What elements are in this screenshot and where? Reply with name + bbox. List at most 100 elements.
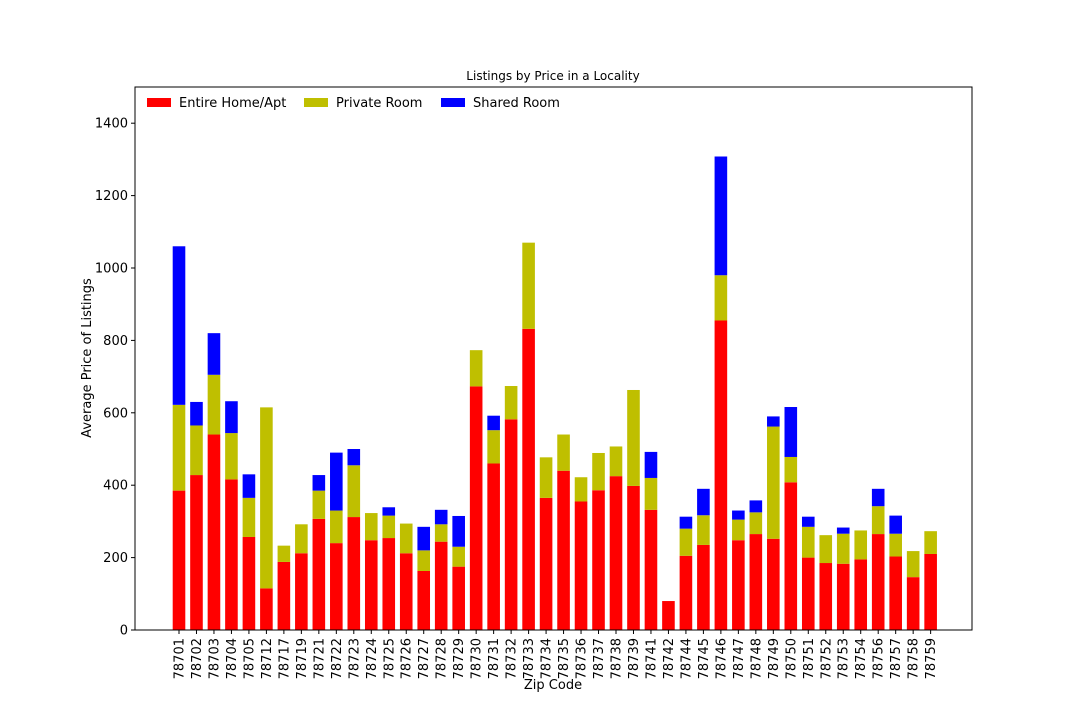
legend-swatch-2 bbox=[441, 98, 465, 107]
bar-78731-series-2 bbox=[487, 415, 500, 431]
bar-78723-series-2 bbox=[347, 449, 361, 466]
bar-78732-series-1 bbox=[504, 386, 518, 420]
bar-78739-series-0 bbox=[627, 485, 640, 630]
bar-78712-series-1 bbox=[260, 407, 273, 589]
x-tick-label: 78703 bbox=[207, 638, 222, 679]
x-tick-label: 78757 bbox=[889, 638, 904, 679]
x-tick-label: 78745 bbox=[697, 638, 712, 679]
x-tick-label: 78739 bbox=[627, 638, 642, 679]
x-tick-label: 78756 bbox=[872, 638, 887, 679]
bar-78728-series-2 bbox=[434, 509, 448, 525]
bar-78748-series-2 bbox=[749, 500, 763, 513]
bar-78744-series-2 bbox=[679, 516, 693, 529]
x-axis-label: Zip Code bbox=[524, 678, 582, 693]
bar-78748-series-1 bbox=[749, 512, 763, 535]
bar-78727-series-0 bbox=[417, 570, 431, 630]
bar-78758-series-1 bbox=[906, 551, 920, 578]
bar-78751-series-2 bbox=[801, 516, 815, 527]
legend: Entire Home/Apt Private Room Shared Room bbox=[147, 96, 560, 111]
bar-78724-series-1 bbox=[364, 513, 378, 541]
y-tick-label: 1000 bbox=[95, 262, 128, 277]
x-tick-label: 78741 bbox=[644, 638, 659, 679]
x-tick-label: 78736 bbox=[575, 638, 590, 679]
bar-78731-series-0 bbox=[487, 463, 500, 630]
x-tick-label: 78712 bbox=[260, 638, 275, 679]
x-tick-label: 78748 bbox=[749, 638, 764, 679]
x-tick-label: 78719 bbox=[295, 638, 310, 679]
x-tick-label: 78735 bbox=[557, 638, 572, 679]
bar-78728-series-0 bbox=[434, 541, 448, 630]
bar-78745-series-0 bbox=[697, 544, 710, 630]
x-tick-label: 78738 bbox=[610, 638, 625, 679]
bar-78717-series-1 bbox=[277, 545, 291, 562]
x-tick-label: 78722 bbox=[330, 638, 345, 679]
x-tick-label: 78728 bbox=[435, 638, 450, 679]
bar-78704-series-0 bbox=[225, 479, 238, 630]
bar-78751-series-1 bbox=[801, 526, 815, 558]
bar-78737-series-0 bbox=[592, 490, 605, 630]
bar-78702-series-1 bbox=[190, 425, 203, 476]
bar-78753-series-2 bbox=[836, 527, 850, 534]
bar-78757-series-1 bbox=[889, 533, 902, 557]
y-tick-label: 1200 bbox=[95, 189, 128, 204]
bar-78719-series-1 bbox=[295, 524, 308, 554]
x-axis: 78701 78702 78703 78704 78705 78712 78717 78719… bbox=[173, 630, 939, 679]
bar-78730-series-0 bbox=[469, 386, 483, 630]
y-tick-label: 400 bbox=[103, 479, 128, 494]
bar-78758-series-0 bbox=[906, 577, 920, 630]
legend-label-2: Shared Room bbox=[473, 96, 560, 111]
bar-78704-series-2 bbox=[225, 401, 238, 434]
x-tick-label: 78758 bbox=[907, 638, 922, 679]
x-tick-label: 78754 bbox=[854, 638, 869, 679]
x-tick-label: 78749 bbox=[767, 638, 782, 679]
bar-78727-series-1 bbox=[417, 550, 431, 571]
bar-78719-series-0 bbox=[295, 553, 308, 630]
bar-78750-series-0 bbox=[784, 482, 798, 630]
x-tick-label: 78726 bbox=[400, 638, 415, 679]
bar-78721-series-1 bbox=[312, 490, 326, 519]
bar-78741-series-0 bbox=[644, 509, 658, 630]
bar-78701-series-1 bbox=[172, 404, 186, 491]
x-tick-label: 78704 bbox=[225, 638, 240, 679]
x-tick-label: 78751 bbox=[802, 638, 817, 679]
x-tick-label: 78727 bbox=[417, 638, 432, 679]
bar-78729-series-2 bbox=[452, 515, 465, 547]
bar-78753-series-0 bbox=[836, 563, 850, 630]
bar-78723-series-0 bbox=[347, 517, 361, 630]
bar-78750-series-2 bbox=[784, 407, 798, 457]
bar-78725-series-2 bbox=[382, 507, 396, 516]
bar-78727-series-2 bbox=[417, 526, 431, 551]
x-tick-label: 78731 bbox=[487, 638, 502, 679]
bar-78733-series-1 bbox=[522, 242, 535, 329]
bar-78703-series-0 bbox=[207, 434, 221, 630]
legend-swatch-1 bbox=[304, 98, 328, 107]
y-axis: 0 200 400 600 800 1000 1200 1400 bbox=[95, 117, 135, 639]
bar-78748-series-0 bbox=[749, 534, 763, 630]
x-tick-label: 78747 bbox=[732, 638, 747, 679]
bar-78759-series-1 bbox=[924, 531, 937, 554]
bar-78754-series-0 bbox=[854, 559, 868, 630]
x-tick-label: 78723 bbox=[347, 638, 362, 679]
bar-78744-series-1 bbox=[679, 528, 693, 556]
bar-78705-series-1 bbox=[242, 497, 256, 537]
bar-78734-series-1 bbox=[539, 457, 553, 498]
x-tick-label: 78705 bbox=[242, 638, 257, 679]
bar-78702-series-2 bbox=[190, 401, 203, 426]
bar-78721-series-2 bbox=[312, 475, 326, 491]
x-tick-label: 78750 bbox=[784, 638, 799, 679]
bar-78701-series-2 bbox=[172, 246, 186, 405]
x-tick-label: 78734 bbox=[540, 638, 555, 679]
bar-78752-series-1 bbox=[819, 535, 833, 564]
bar-78728-series-1 bbox=[434, 524, 448, 542]
bar-78712-series-0 bbox=[260, 588, 273, 630]
x-tick-label: 78742 bbox=[662, 638, 677, 679]
legend-swatch-0 bbox=[147, 98, 171, 107]
bar-78729-series-1 bbox=[452, 546, 465, 567]
bar-78756-series-0 bbox=[871, 534, 885, 630]
bar-78726-series-1 bbox=[399, 523, 413, 554]
bar-78722-series-1 bbox=[330, 510, 343, 544]
bar-78754-series-1 bbox=[854, 530, 868, 560]
x-tick-label: 78746 bbox=[714, 638, 729, 679]
plot-frame bbox=[134, 86, 973, 631]
